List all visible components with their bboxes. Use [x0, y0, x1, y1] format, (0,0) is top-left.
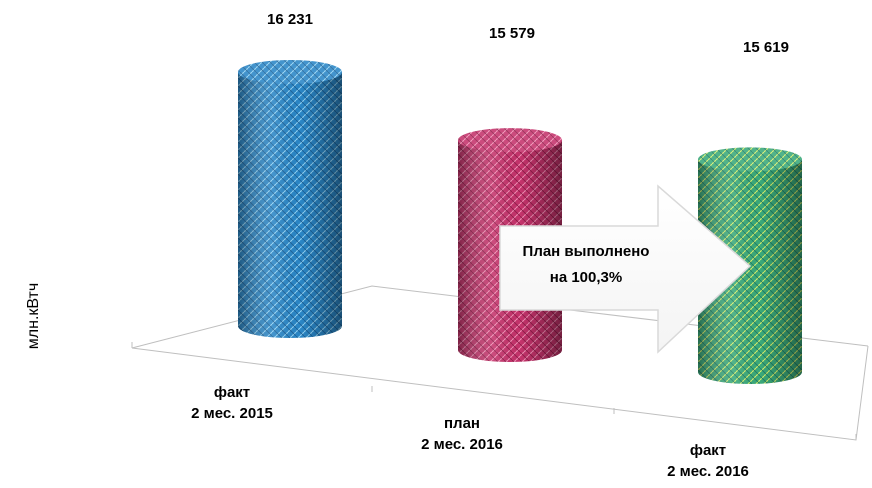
- bars-group: [238, 60, 802, 384]
- category-label-2-line-1: план: [444, 415, 480, 432]
- callout-line-2: на 100,3%: [550, 269, 622, 286]
- value-label-1: 16 231: [267, 11, 313, 28]
- bar-top-highlight-3: [698, 147, 802, 172]
- bar-1: [238, 60, 342, 338]
- bar-shade-3: [698, 159, 802, 384]
- category-label-1-line-2: 2 мес. 2015: [191, 405, 273, 422]
- category-label-3-line-2: 2 мес. 2016: [667, 463, 749, 480]
- value-label-3: 15 619: [743, 39, 789, 56]
- bar-3: [698, 147, 802, 384]
- category-label-3-line-1: факт: [690, 442, 726, 459]
- labels-group: 16 231 15 579 15 619 факт 2 мес. 2015 план 2 м…: [191, 11, 789, 480]
- category-label-2-line-2: 2 мес. 2016: [421, 436, 503, 453]
- bar-top-3: [698, 147, 802, 172]
- bar-top-highlight-1: [238, 60, 342, 84]
- value-label-2: 15 579: [489, 25, 535, 42]
- category-label-1-line-1: факт: [214, 384, 250, 401]
- bar-shade-1: [238, 72, 342, 338]
- bar-top-1: [238, 60, 342, 84]
- callout-arrow: План выполнено на 100,3%: [499, 184, 752, 354]
- y-axis-label: млн.кВтч: [25, 283, 42, 349]
- bar-top-highlight-2: [458, 128, 562, 153]
- bar-top-2: [458, 128, 562, 153]
- callout-line-1: План выполнено: [523, 243, 650, 260]
